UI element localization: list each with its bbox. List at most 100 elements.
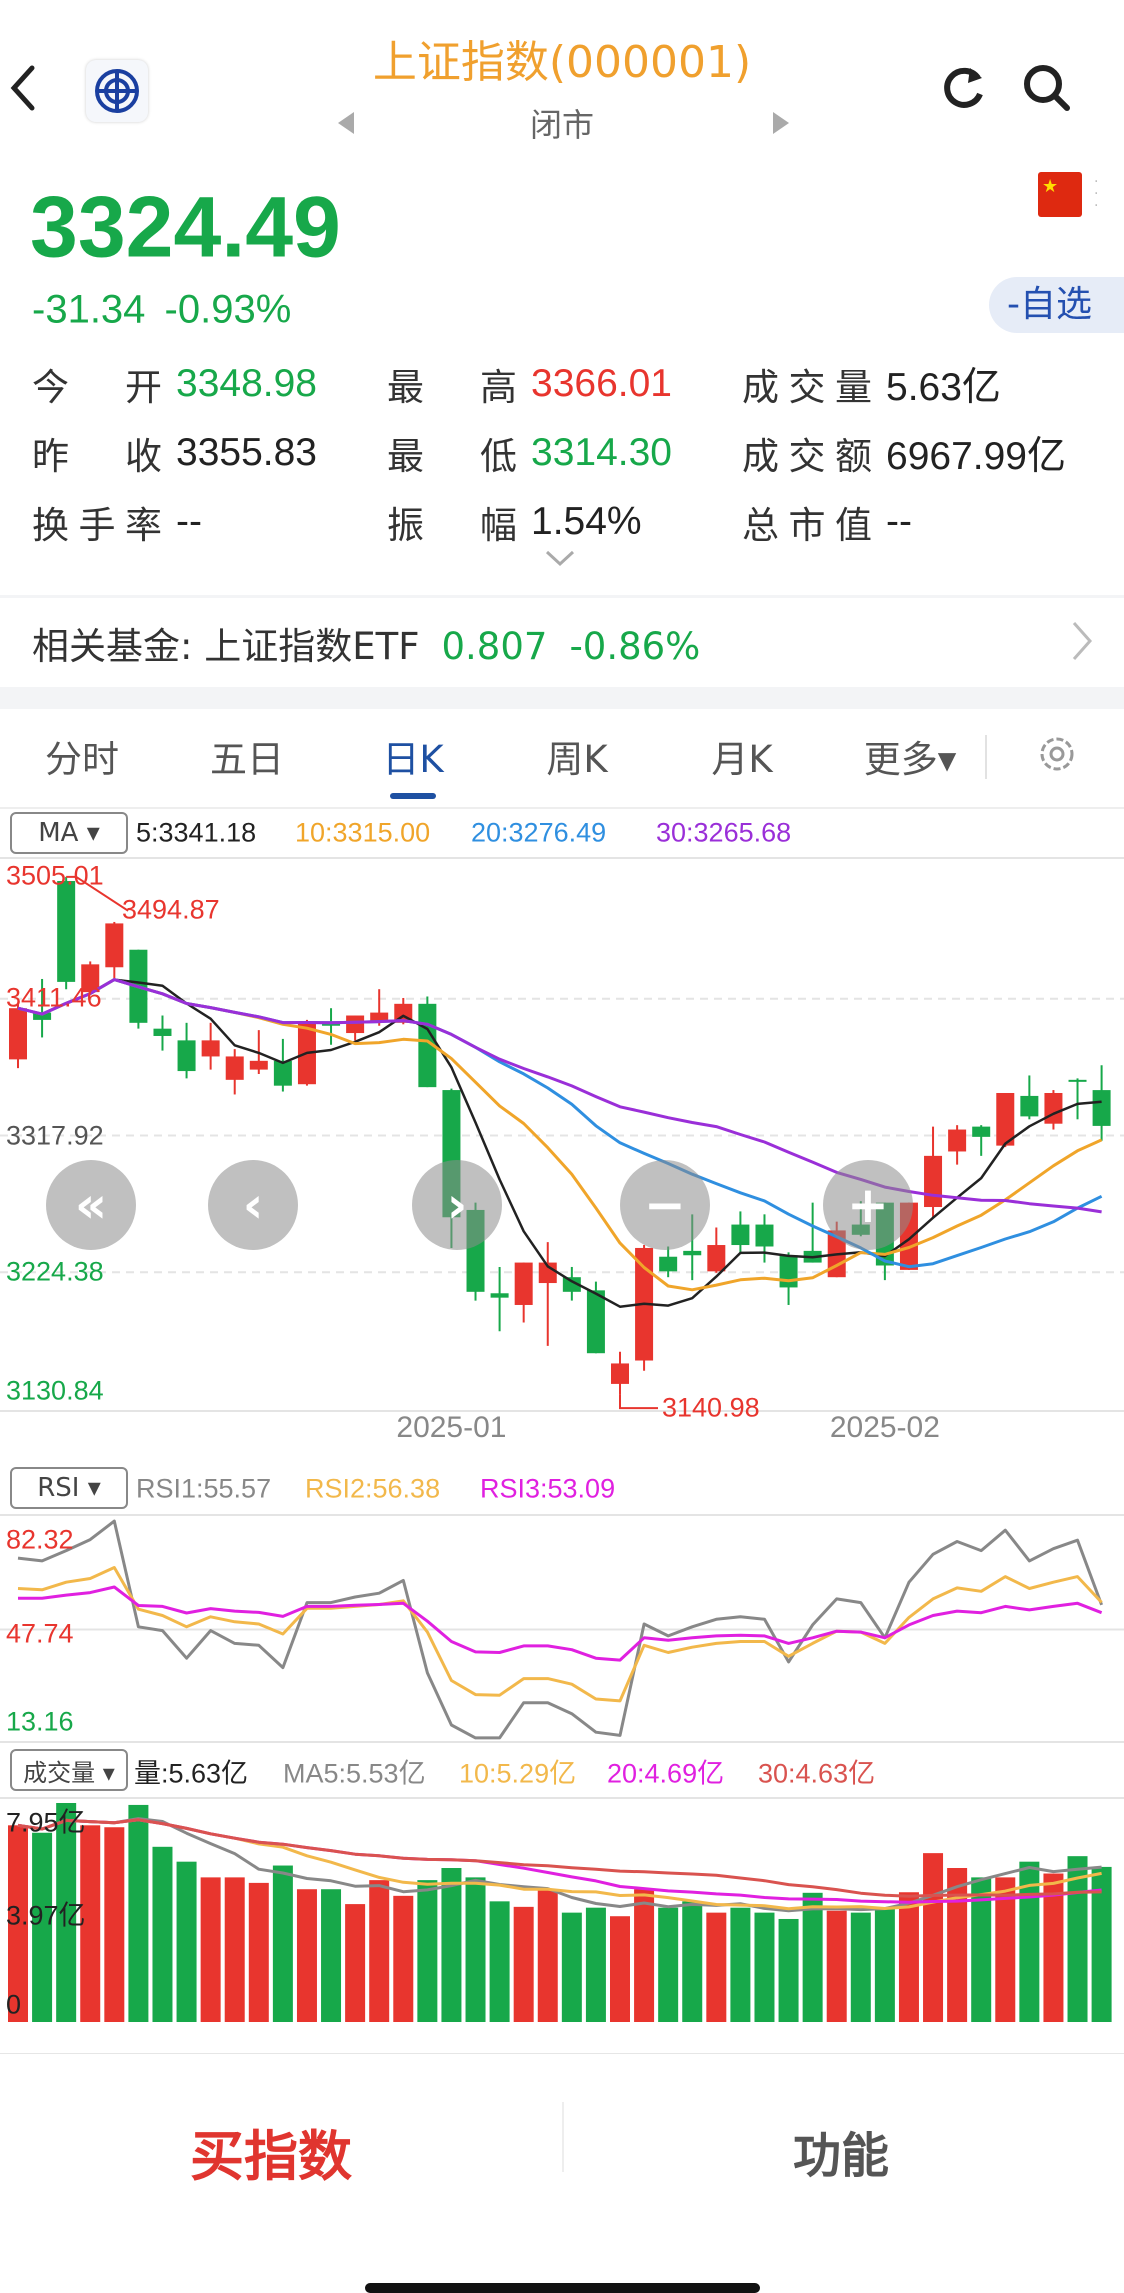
volume-bar xyxy=(489,1901,510,2022)
volume-bar xyxy=(658,1907,679,2022)
page-title: 上证指数(000001) xyxy=(372,37,752,88)
volume-bar xyxy=(8,1825,28,2022)
tab-3[interactable]: 周K xyxy=(546,738,608,781)
volume-bar xyxy=(296,1889,317,2022)
rsi2-legend: RSI2:56.38 xyxy=(305,1473,441,1504)
candle-body xyxy=(948,1129,967,1152)
back-button[interactable] xyxy=(4,58,44,122)
volume-bar xyxy=(947,1868,968,2022)
candle-body xyxy=(490,1293,509,1298)
volume-bar xyxy=(272,1865,293,2022)
stat-7: 振幅 1.54% xyxy=(387,495,642,549)
buy-index-button[interactable]: 买指数 xyxy=(190,2125,352,2188)
volume-bar xyxy=(561,1912,582,2022)
candle-body xyxy=(731,1224,750,1246)
rsi-indicator-select[interactable]: RSI ▾ xyxy=(10,1467,128,1509)
volume-bar xyxy=(224,1877,245,2022)
divider xyxy=(0,807,1124,809)
candle-body xyxy=(683,1250,702,1256)
minus-icon[interactable]: − xyxy=(620,1160,710,1250)
volume-bar xyxy=(730,1907,751,2022)
rsi-axis-max: 82.32 xyxy=(6,1524,74,1555)
stat-value: -- xyxy=(886,500,912,543)
more-dots-icon[interactable]: · · · xyxy=(1094,174,1099,214)
refresh-icon xyxy=(944,67,983,108)
candle-body xyxy=(33,1012,52,1020)
candle-body xyxy=(586,1290,605,1354)
stat-value: 3355.83 xyxy=(176,431,317,474)
volume-bar xyxy=(1067,1856,1088,2022)
price-axis-max: 3505.01 xyxy=(6,860,104,891)
candle-body xyxy=(611,1363,629,1384)
rsi1-legend: RSI1:55.57 xyxy=(136,1473,272,1504)
volume-bar xyxy=(971,1877,992,2022)
volume-bar xyxy=(802,1892,823,2022)
ma20-line xyxy=(17,978,1103,1269)
section-gap xyxy=(0,687,1124,709)
volume-bar xyxy=(826,1910,847,2022)
volume-bar xyxy=(441,1868,462,2022)
price-axis-tick: 3224.38 xyxy=(6,1256,104,1287)
volume-bar xyxy=(369,1880,390,2022)
next-index-arrow[interactable] xyxy=(773,112,789,134)
volume-bar xyxy=(80,1825,101,2022)
chevron-right-icon[interactable]: › xyxy=(412,1160,502,1250)
stat-value: 6967.99亿 xyxy=(886,435,1066,478)
plus-icon[interactable]: + xyxy=(823,1160,913,1250)
tab-2[interactable]: 日K xyxy=(382,738,444,781)
vma10-legend: 10:5.29亿 xyxy=(459,1758,577,1789)
volume-bar xyxy=(1043,1873,1064,2022)
ma20-legend: 20:3276.49 xyxy=(471,817,607,848)
related-fund-row[interactable]: 相关基金: 上证指数ETF 0.807 -0.86% xyxy=(32,616,722,670)
candle-body xyxy=(225,1056,244,1080)
volume-bar xyxy=(1091,1866,1112,2022)
volume-bar xyxy=(995,1877,1016,2022)
volume-bar xyxy=(923,1853,944,2022)
tab-0[interactable]: 分时 xyxy=(45,738,119,781)
candle-body xyxy=(972,1126,991,1137)
stat-8: 总市值 -- xyxy=(742,495,912,549)
prev-index-arrow[interactable] xyxy=(338,112,354,134)
price-change: -31.34 -0.93% xyxy=(32,288,291,333)
stat-3: 昨收 3355.83 xyxy=(32,426,317,480)
volume-indicator-select[interactable]: 成交量 ▾ xyxy=(10,1749,128,1791)
volume-bar xyxy=(104,1827,125,2022)
refresh-button[interactable] xyxy=(938,62,990,118)
chart-settings-button[interactable] xyxy=(1035,732,1079,780)
fund-label: 相关基金: 上证指数ETF xyxy=(32,625,420,668)
gear-icon xyxy=(1040,737,1074,771)
functions-button[interactable]: 功能 xyxy=(793,2128,890,2184)
stat-label: 成交量 xyxy=(742,366,872,409)
volume-bar xyxy=(778,1918,799,2022)
volume-bar xyxy=(321,1889,342,2022)
stat-label: 最低 xyxy=(387,435,517,478)
vma20-legend: 20:4.69亿 xyxy=(607,1758,725,1789)
tab-5[interactable]: 更多▾ xyxy=(863,738,957,781)
candle-body xyxy=(924,1155,943,1208)
low-annotation: 3140.98 xyxy=(662,1392,760,1423)
volume-bar xyxy=(706,1912,727,2022)
volume-bar xyxy=(610,1916,630,2022)
volume-ma5-line xyxy=(17,1817,1102,1913)
expand-stats-chevron[interactable] xyxy=(544,549,576,571)
volume-legend: 量:5.63亿 xyxy=(134,1758,249,1789)
remove-watchlist-button[interactable]: -自选 xyxy=(989,277,1124,333)
chevron-left-icon[interactable]: ‹ xyxy=(208,1160,298,1250)
china-flag-icon[interactable]: ★ xyxy=(1038,172,1082,217)
double-chevron-left-icon[interactable]: « xyxy=(46,1160,136,1250)
ma10-legend: 10:3315.00 xyxy=(295,817,431,848)
tab-4[interactable]: 月K xyxy=(711,738,773,781)
candle-body xyxy=(659,1256,678,1272)
volume-axis-max: 7.95亿 xyxy=(6,1807,86,1838)
search-button[interactable] xyxy=(1020,61,1074,119)
ma-indicator-select[interactable]: MA ▾ xyxy=(10,812,128,854)
volume-bar xyxy=(874,1907,895,2022)
chevron-right-icon[interactable] xyxy=(1070,619,1094,667)
stat-4: 最低 3314.30 xyxy=(387,426,672,480)
tab-1[interactable]: 五日 xyxy=(210,738,284,781)
stat-0: 今开 3348.98 xyxy=(32,357,317,411)
rsi-axis-min: 13.16 xyxy=(6,1706,74,1737)
chevron-left-icon xyxy=(10,65,35,111)
candle-body xyxy=(57,881,76,982)
